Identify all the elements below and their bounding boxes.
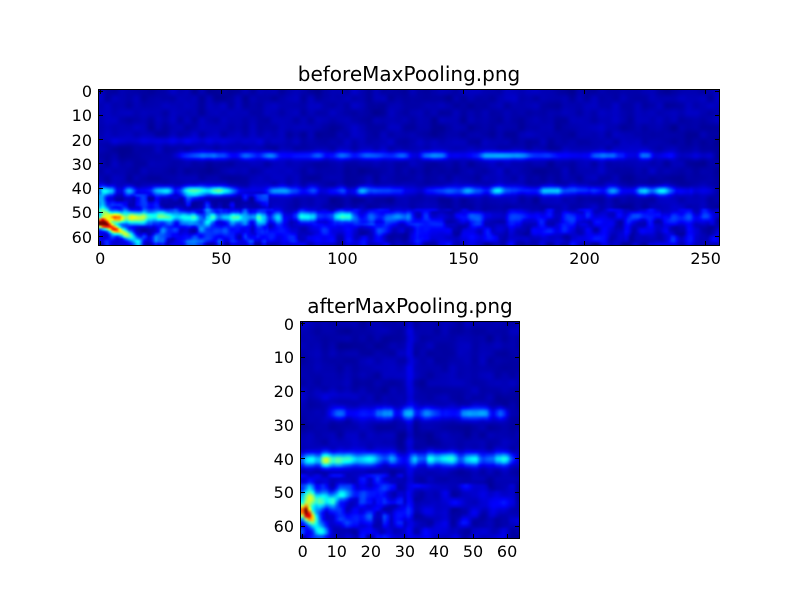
y-tick — [515, 458, 519, 460]
y-tick — [99, 236, 103, 238]
x-tick — [99, 241, 101, 245]
x-tick — [341, 90, 343, 94]
x-tick-label: 0 — [297, 542, 308, 561]
x-tick — [302, 534, 304, 538]
x-tick-label: 30 — [394, 542, 416, 561]
x-tick — [404, 322, 406, 326]
y-tick-label: 40 — [273, 449, 294, 469]
y-tick — [301, 323, 305, 325]
y-tick-label: 0 — [283, 314, 294, 334]
y-tick — [715, 187, 719, 189]
x-tick — [462, 90, 464, 94]
y-tick-label: 50 — [71, 203, 92, 223]
heatmap-image-before — [99, 90, 719, 245]
x-tick-label: 60 — [496, 542, 518, 561]
y-tick — [99, 139, 103, 141]
x-tick — [336, 322, 338, 326]
y-tick-label: 40 — [71, 179, 92, 199]
y-tick-label: 20 — [71, 130, 92, 150]
y-tick-label: 10 — [273, 348, 294, 368]
x-tick — [462, 241, 464, 245]
chart-title-after: afterMaxPooling.png — [307, 294, 513, 318]
y-tick — [515, 390, 519, 392]
x-tick — [341, 241, 343, 245]
y-tick — [99, 187, 103, 189]
y-tick — [301, 356, 305, 358]
x-tick — [336, 534, 338, 538]
y-tick — [301, 525, 305, 527]
y-tick-label: 10 — [71, 106, 92, 126]
x-tick-label: 0 — [95, 249, 106, 268]
chart-title-before: beforeMaxPooling.png — [297, 62, 521, 86]
x-tick-label: 20 — [360, 542, 381, 561]
y-tick — [715, 211, 719, 213]
y-tick — [715, 114, 719, 116]
y-tick — [715, 163, 719, 165]
y-tick — [715, 139, 719, 141]
x-tick — [506, 322, 508, 326]
x-tick — [438, 322, 440, 326]
x-tick — [705, 241, 707, 245]
x-tick — [472, 534, 474, 538]
x-tick-label: 10 — [326, 542, 347, 561]
y-tick-label: 0 — [81, 82, 92, 102]
heatmap-image-after — [301, 322, 519, 538]
y-tick — [99, 90, 103, 92]
x-tick — [506, 534, 508, 538]
y-tick-label: 20 — [273, 382, 294, 402]
x-tick — [99, 90, 101, 94]
y-tick — [715, 90, 719, 92]
y-tick — [99, 114, 103, 116]
y-tick — [515, 424, 519, 426]
y-tick — [515, 323, 519, 325]
x-tick — [438, 534, 440, 538]
plot-area-after — [300, 321, 520, 539]
y-tick-label: 50 — [273, 483, 294, 503]
y-tick-label: 30 — [71, 154, 92, 174]
y-tick — [99, 163, 103, 165]
x-tick-label: 100 — [327, 249, 358, 268]
y-tick-label: 30 — [273, 415, 294, 435]
x-tick — [220, 90, 222, 94]
y-tick — [301, 458, 305, 460]
x-tick-label: 50 — [462, 542, 484, 561]
y-tick — [515, 525, 519, 527]
y-tick-label: 60 — [71, 227, 92, 247]
x-tick — [370, 322, 372, 326]
y-tick — [99, 211, 103, 213]
x-tick-label: 150 — [448, 249, 479, 268]
x-tick — [220, 241, 222, 245]
y-tick — [301, 491, 305, 493]
x-tick — [472, 322, 474, 326]
x-tick — [404, 534, 406, 538]
y-tick — [515, 356, 519, 358]
x-tick-label: 250 — [690, 249, 721, 268]
y-tick — [715, 236, 719, 238]
x-tick — [705, 90, 707, 94]
x-tick-label: 40 — [428, 542, 450, 561]
y-tick — [301, 424, 305, 426]
plot-area-before — [98, 89, 720, 246]
y-tick-label: 60 — [273, 517, 294, 537]
x-tick-label: 200 — [569, 249, 600, 268]
y-tick — [515, 491, 519, 493]
x-tick — [370, 534, 372, 538]
x-tick — [584, 90, 586, 94]
y-tick — [301, 390, 305, 392]
x-tick-label: 50 — [211, 249, 232, 268]
x-tick — [584, 241, 586, 245]
